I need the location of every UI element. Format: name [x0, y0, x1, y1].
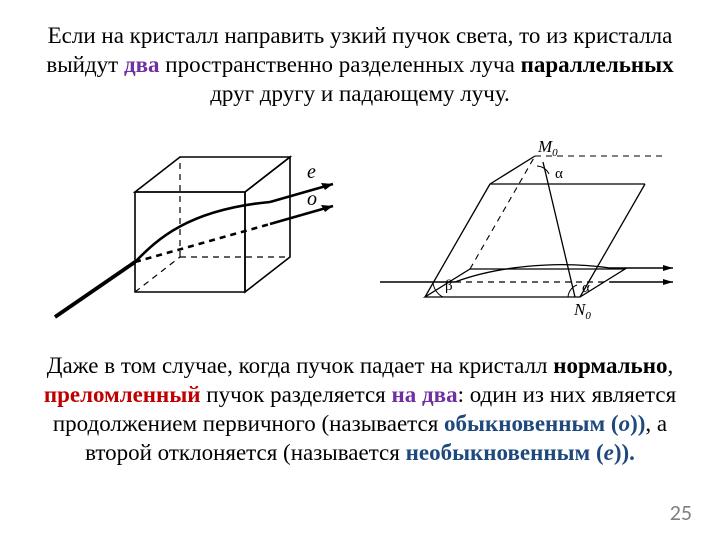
slide: Если на кристалл направить узкий пучок с… — [0, 0, 720, 540]
p2-t2: , — [667, 353, 673, 378]
label-alpha-top: α — [555, 166, 563, 182]
label-beta: β — [445, 278, 453, 294]
p2-neob-e: е — [604, 440, 614, 465]
p2-norm: нормально — [553, 353, 667, 378]
label-alpha-bottom: α — [582, 280, 590, 296]
figures-row: e o — [30, 122, 690, 342]
paragraph-bottom: Даже в том случае, когда пучок падает на… — [30, 352, 690, 467]
label-o: o — [307, 188, 317, 210]
p2-nadva: на два — [392, 382, 458, 407]
p2-obyk-close: )) — [630, 411, 645, 436]
page-number: 25 — [670, 499, 692, 526]
p2-obyk-o: о — [619, 411, 631, 436]
p1-dva: два — [124, 52, 160, 77]
cube-birefringence-diagram: e o — [45, 132, 345, 332]
p2-neob-close: )). — [614, 440, 635, 465]
label-e: e — [307, 161, 316, 183]
p2-obyk: обыкновенным ( — [444, 411, 619, 436]
figure-left: e o — [30, 132, 360, 332]
p2-neob: необыкновенным ( — [406, 440, 604, 465]
p2-t3: пучок разделяется — [201, 382, 392, 407]
p1-t2: пространственно разделенных луча — [160, 52, 521, 77]
paragraph-top: Если на кристалл направить узкий пучок с… — [30, 22, 690, 108]
prism-birefringence-diagram: M0 N0 α α β — [375, 132, 675, 332]
p2-t1: Даже в том случае, когда пучок падает на… — [47, 353, 553, 378]
p2-prel: преломленный — [44, 382, 201, 407]
p1-par: параллельных — [521, 52, 674, 77]
figure-right: M0 N0 α α β — [360, 132, 690, 332]
p1-t3: друг другу и падающему лучу. — [210, 81, 510, 106]
